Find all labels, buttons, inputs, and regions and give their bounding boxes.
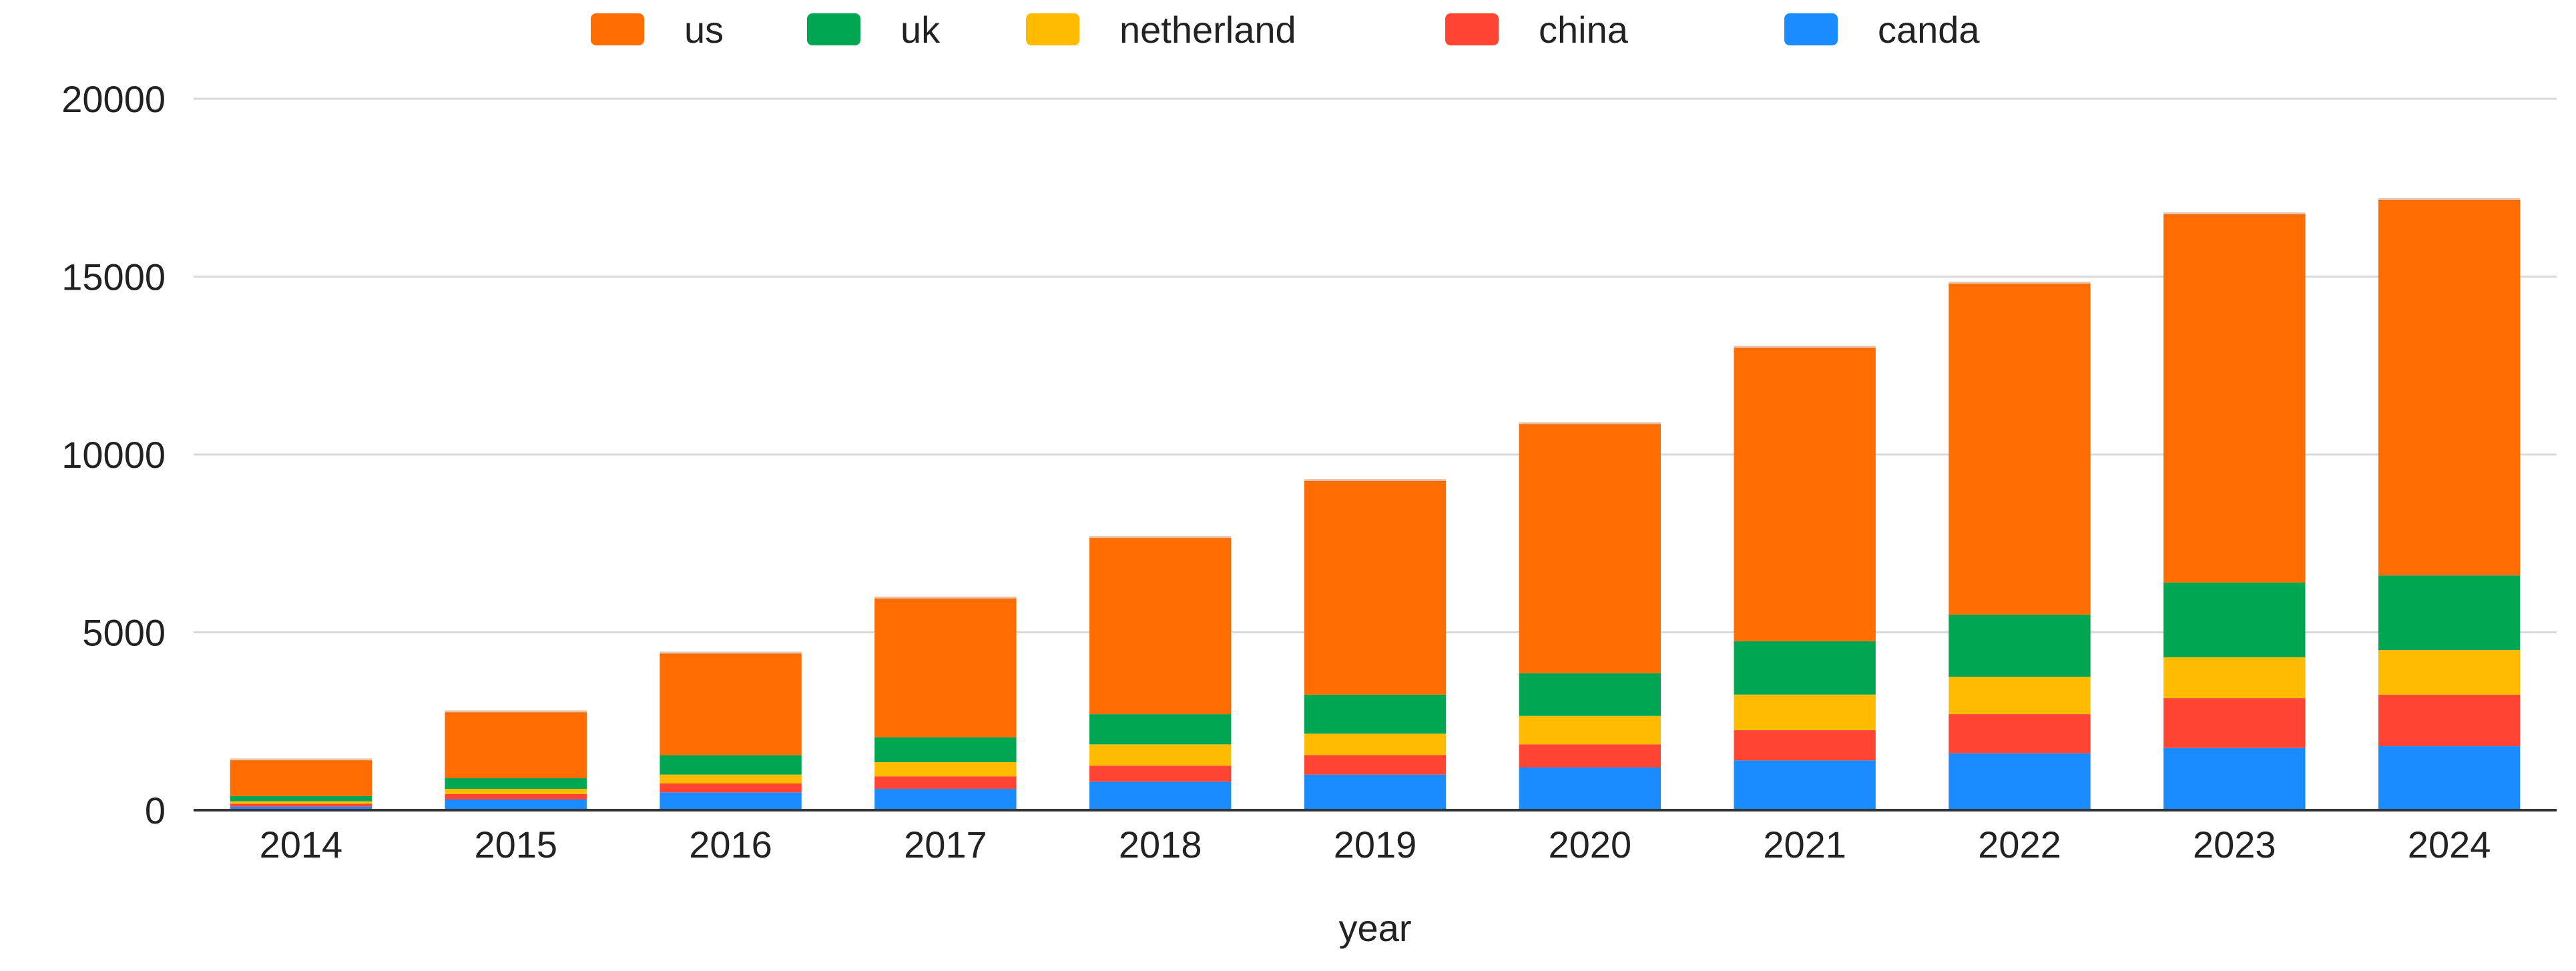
bar-uk-2022 bbox=[1949, 614, 2091, 677]
bar-china-2023 bbox=[2163, 698, 2306, 748]
legend-swatch-netherland bbox=[1026, 13, 1079, 45]
x-tick-label: 2016 bbox=[689, 824, 772, 866]
bar-us-2017 bbox=[874, 598, 1017, 737]
bar-canda-2024 bbox=[2378, 746, 2521, 810]
x-tick-label: 2023 bbox=[2193, 824, 2276, 866]
bar-uk-2020 bbox=[1519, 673, 1661, 716]
x-tick-label: 2019 bbox=[1334, 824, 1417, 866]
bar-top-edge bbox=[1949, 282, 2091, 285]
bar-netherland-2021 bbox=[1734, 694, 1876, 731]
bar-netherland-2018 bbox=[1089, 744, 1232, 766]
y-tick-label: 10000 bbox=[61, 434, 166, 476]
x-tick-labels: 2014 2015 2016 2017 2018 2019 2020 2021 2022 2023… bbox=[260, 824, 2491, 866]
bar-china-2024 bbox=[2378, 694, 2521, 747]
bar-uk-2018 bbox=[1089, 714, 1232, 745]
bar-uk-2024 bbox=[2378, 575, 2521, 651]
bar-china-2017 bbox=[874, 776, 1017, 789]
bar-netherland-2023 bbox=[2163, 657, 2306, 699]
bar-top-edge bbox=[2163, 212, 2306, 216]
bar-netherland-2017 bbox=[874, 762, 1017, 777]
bar-netherland-2020 bbox=[1519, 715, 1661, 745]
bar-top-edge bbox=[1519, 422, 1661, 425]
legend: us uk netherland china canda bbox=[591, 9, 1980, 51]
x-tick-label: 2014 bbox=[260, 824, 343, 866]
bar-us-2021 bbox=[1734, 348, 1876, 641]
bar-top-edge bbox=[1734, 346, 1876, 349]
bar-top-edge bbox=[1304, 478, 1447, 482]
bar-top-edge bbox=[230, 758, 372, 761]
bar-top-edge bbox=[445, 710, 587, 713]
bar-china-2022 bbox=[1949, 714, 2091, 753]
bar-china-2021 bbox=[1734, 730, 1876, 761]
bar-us-2018 bbox=[1089, 538, 1232, 715]
bar-us-2016 bbox=[660, 653, 802, 755]
x-tick-label: 2018 bbox=[1119, 824, 1202, 866]
bar-canda-2018 bbox=[1089, 781, 1232, 810]
legend-label-uk: uk bbox=[900, 9, 941, 51]
x-tick-label: 2024 bbox=[2408, 824, 2491, 866]
bar-canda-2017 bbox=[874, 789, 1017, 810]
legend-label-netherland: netherland bbox=[1119, 9, 1296, 51]
bar-uk-2014 bbox=[230, 795, 372, 801]
legend-swatch-us bbox=[591, 13, 644, 45]
legend-label-china: china bbox=[1539, 9, 1629, 51]
y-tick-label: 0 bbox=[145, 789, 166, 832]
bar-series bbox=[230, 198, 2521, 810]
bar-china-2016 bbox=[660, 783, 802, 793]
bar-canda-2019 bbox=[1304, 774, 1447, 810]
bar-china-2014 bbox=[230, 803, 372, 807]
bar-netherland-2015 bbox=[445, 789, 587, 795]
y-tick-labels: 0 5000 10000 15000 20000 bbox=[61, 78, 166, 832]
bar-canda-2014 bbox=[230, 806, 372, 810]
x-tick-label: 2021 bbox=[1763, 824, 1846, 866]
bar-canda-2016 bbox=[660, 792, 802, 810]
legend-swatch-china bbox=[1445, 13, 1499, 45]
bar-netherland-2016 bbox=[660, 774, 802, 784]
bar-uk-2021 bbox=[1734, 641, 1876, 695]
y-tick-label: 5000 bbox=[82, 612, 166, 654]
bar-us-2019 bbox=[1304, 480, 1447, 695]
bar-uk-2016 bbox=[660, 755, 802, 775]
bar-netherland-2024 bbox=[2378, 650, 2521, 695]
bar-netherland-2019 bbox=[1304, 733, 1447, 755]
x-tick-label: 2017 bbox=[904, 824, 987, 866]
bar-canda-2021 bbox=[1734, 760, 1876, 810]
bar-canda-2015 bbox=[445, 799, 587, 810]
bar-canda-2020 bbox=[1519, 767, 1661, 810]
bar-canda-2022 bbox=[1949, 753, 2091, 810]
legend-label-us: us bbox=[684, 9, 724, 51]
x-tick-label: 2022 bbox=[1978, 824, 2061, 866]
bar-us-2015 bbox=[445, 712, 587, 779]
bar-us-2014 bbox=[230, 760, 372, 796]
x-axis-title: year bbox=[1339, 907, 1412, 949]
y-tick-label: 20000 bbox=[61, 78, 166, 120]
bar-us-2022 bbox=[1949, 284, 2091, 615]
bar-china-2015 bbox=[445, 794, 587, 800]
bar-netherland-2022 bbox=[1949, 677, 2091, 715]
bar-top-edge bbox=[874, 596, 1017, 599]
legend-swatch-canda bbox=[1784, 13, 1838, 45]
bar-netherland-2014 bbox=[230, 801, 372, 804]
y-tick-label: 15000 bbox=[61, 256, 166, 298]
bar-uk-2015 bbox=[445, 778, 587, 789]
x-tick-label: 2020 bbox=[1549, 824, 1632, 866]
bar-us-2020 bbox=[1519, 424, 1661, 673]
bar-top-edge bbox=[1089, 536, 1232, 539]
bar-uk-2023 bbox=[2163, 582, 2306, 657]
bar-uk-2019 bbox=[1304, 694, 1447, 734]
bar-china-2019 bbox=[1304, 755, 1447, 775]
bar-us-2024 bbox=[2378, 200, 2521, 576]
bar-top-edge bbox=[2378, 198, 2521, 201]
bar-uk-2017 bbox=[874, 737, 1017, 763]
x-tick-label: 2015 bbox=[474, 824, 557, 866]
bar-canda-2023 bbox=[2163, 747, 2306, 810]
bar-top-edge bbox=[660, 651, 802, 655]
legend-swatch-uk bbox=[807, 13, 860, 45]
bar-china-2020 bbox=[1519, 744, 1661, 768]
legend-label-canda: canda bbox=[1878, 9, 1980, 51]
bar-china-2018 bbox=[1089, 765, 1232, 782]
bar-us-2023 bbox=[2163, 214, 2306, 583]
